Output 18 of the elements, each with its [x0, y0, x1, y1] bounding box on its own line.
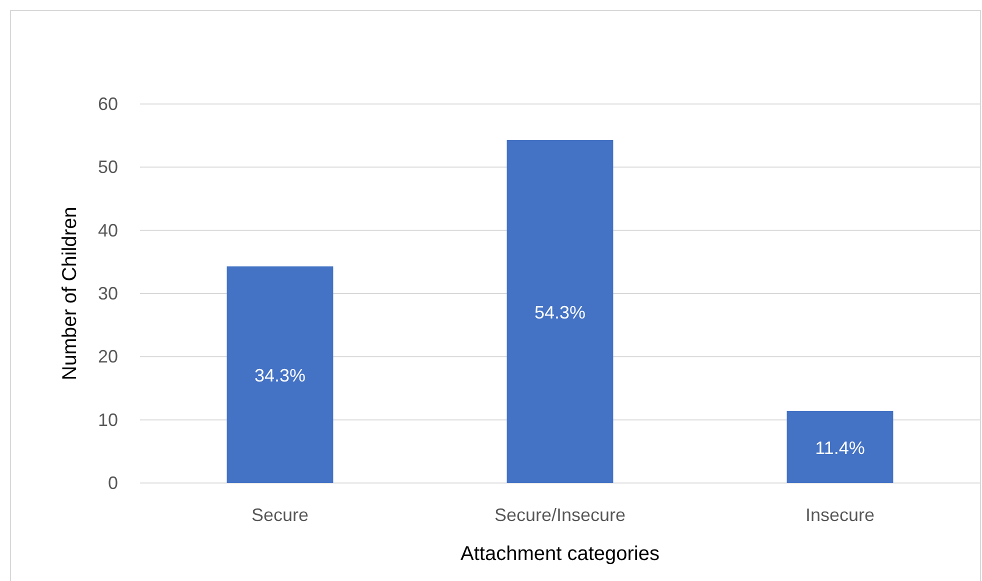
x-tick-label: Secure	[251, 505, 309, 525]
y-tick-label: 40	[98, 220, 118, 240]
x-tick-label: Insecure	[805, 505, 875, 525]
y-tick-label: 20	[98, 346, 118, 367]
y-axis-title: Number of Children	[59, 206, 81, 380]
data-label: 11.4%	[815, 438, 865, 458]
data-label: 34.3%	[254, 366, 306, 386]
x-axis-title: Attachment categories	[460, 543, 660, 565]
y-tick-label: 50	[98, 157, 118, 178]
bar	[786, 410, 894, 483]
x-tick-label: Secure/Insecure	[494, 505, 626, 525]
bar	[506, 140, 614, 483]
y-tick-label: 60	[98, 94, 118, 114]
data-label: 54.3%	[534, 302, 586, 323]
y-tick-label: 10	[98, 410, 118, 430]
y-tick-label: 30	[98, 284, 118, 304]
bar	[226, 266, 334, 483]
y-tick-label: 0	[108, 473, 118, 493]
